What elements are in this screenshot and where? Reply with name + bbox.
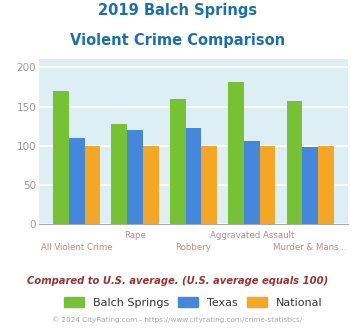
Text: Violent Crime Comparison: Violent Crime Comparison xyxy=(70,33,285,48)
Text: Rape: Rape xyxy=(124,231,146,240)
Bar xyxy=(201,146,217,224)
Bar xyxy=(186,128,201,224)
Bar xyxy=(260,146,275,224)
Bar xyxy=(69,138,84,224)
Bar xyxy=(127,130,143,224)
Bar xyxy=(244,141,260,224)
Bar xyxy=(84,146,100,224)
Bar xyxy=(143,146,159,224)
Bar xyxy=(318,146,334,224)
Bar xyxy=(286,101,302,224)
Bar xyxy=(111,124,127,224)
Bar xyxy=(170,99,186,224)
Text: 2019 Balch Springs: 2019 Balch Springs xyxy=(98,3,257,18)
Text: Aggravated Assault: Aggravated Assault xyxy=(210,231,294,240)
Text: © 2024 CityRating.com - https://www.cityrating.com/crime-statistics/: © 2024 CityRating.com - https://www.city… xyxy=(53,317,302,323)
Text: All Violent Crime: All Violent Crime xyxy=(41,243,113,251)
Bar xyxy=(53,91,69,224)
Legend: Balch Springs, Texas, National: Balch Springs, Texas, National xyxy=(60,293,327,312)
Bar xyxy=(228,82,244,224)
Text: Robbery: Robbery xyxy=(175,243,212,251)
Text: Compared to U.S. average. (U.S. average equals 100): Compared to U.S. average. (U.S. average … xyxy=(27,276,328,285)
Text: Murder & Mans...: Murder & Mans... xyxy=(273,243,347,251)
Bar xyxy=(302,148,318,224)
